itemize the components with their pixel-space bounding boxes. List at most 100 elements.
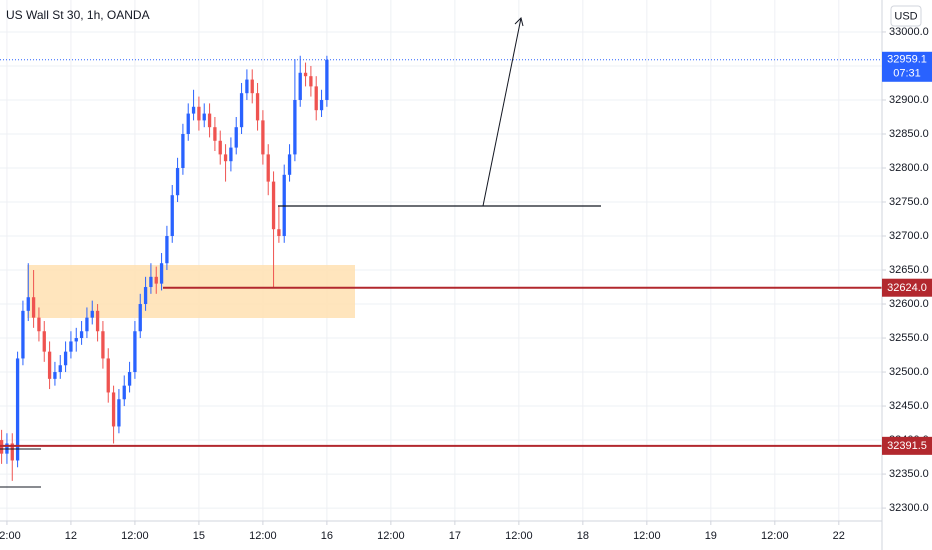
candle-body: [250, 79, 254, 94]
y-tick-label: 32300.0: [889, 502, 929, 514]
candle-body: [21, 310, 25, 359]
candle-body: [175, 167, 180, 196]
candle-body: [303, 72, 308, 77]
drawn-arrow: [482, 17, 522, 207]
x-tick-label: 12:00: [121, 530, 149, 542]
candle-body: [245, 79, 249, 94]
candle-body: [143, 287, 148, 305]
candle-body: [186, 113, 190, 134]
y-tick-label: 32700.0: [889, 230, 929, 242]
candle-body: [191, 106, 196, 114]
countdown: 07:31: [893, 68, 921, 80]
candle-body: [15, 358, 20, 461]
candle-body: [165, 236, 169, 264]
candle-body: [234, 127, 238, 148]
y-tick-label: 32500.0: [889, 366, 929, 378]
x-tick-label: 18: [577, 530, 589, 542]
candle-body: [181, 133, 185, 168]
candle-body: [213, 127, 217, 141]
candle-body: [79, 331, 84, 339]
candle-body: [266, 154, 270, 182]
candle-body: [293, 99, 297, 155]
zone-rectangle: [27, 265, 355, 318]
candle-body: [271, 181, 276, 230]
y-tick-label: 33000.0: [889, 26, 929, 38]
y-tick-label: 32900.0: [889, 94, 929, 106]
candle-body: [218, 140, 222, 155]
y-tick-label: 32450.0: [889, 400, 929, 412]
candle-body: [170, 195, 174, 237]
candle-body: [37, 317, 41, 332]
candle-body: [239, 93, 244, 128]
level-label-box: [882, 278, 932, 297]
candle-body: [138, 304, 142, 332]
x-tick-label: 12:00: [377, 530, 405, 542]
y-tick-label: 32850.0: [889, 128, 929, 140]
x-tick-label: 12:00: [505, 530, 533, 542]
candle-body: [111, 392, 116, 427]
level-label: 32624.0: [887, 282, 927, 294]
overlay: [0, 59, 882, 447]
candle-body: [309, 76, 313, 87]
x-tick-label: 19: [705, 530, 717, 542]
y-tick-label: 32750.0: [889, 196, 929, 208]
candle-body: [74, 338, 78, 342]
candle-body: [58, 365, 62, 373]
y-tick-label: 32550.0: [889, 332, 929, 344]
candle-body: [63, 351, 68, 366]
candle-body: [117, 399, 121, 427]
candle-body: [319, 99, 324, 111]
x-tick-label: 15: [193, 530, 205, 542]
candles: [0, 55, 329, 481]
x-tick-label: 16: [321, 530, 333, 542]
y-tick-label: 32800.0: [889, 162, 929, 174]
candle-body: [0, 440, 4, 454]
candle-body: [133, 331, 137, 373]
candle-body: [26, 297, 30, 311]
x-tick-label: 12: [65, 530, 77, 542]
candle-body: [223, 154, 228, 162]
x-tick-label: 12:00: [249, 530, 277, 542]
currency: USD: [894, 10, 917, 22]
candle-body: [106, 358, 110, 393]
candle-body: [10, 443, 14, 461]
candle-body: [202, 113, 206, 121]
candle-body: [298, 72, 302, 100]
x-tick-label: 12:00: [761, 530, 789, 542]
x-tick-label: 22: [833, 530, 845, 542]
candle-body: [314, 86, 318, 111]
candle-body: [42, 331, 46, 352]
x-tick-label: 12:00: [0, 530, 21, 542]
candle-body: [31, 297, 36, 318]
arrow-head: [514, 17, 524, 27]
candle-body: [149, 276, 153, 288]
level-label: 32391.5: [887, 440, 927, 452]
y-tick-label: 32600.0: [889, 298, 929, 310]
axes: 32300.032350.032400.032450.032500.032550…: [0, 26, 932, 542]
candle-body: [325, 59, 329, 100]
candle-body: [159, 263, 164, 284]
candle-body: [85, 317, 89, 332]
chart-title: US Wall St 30, 1h, OANDA: [6, 8, 150, 22]
x-tick-label: 12:00: [633, 530, 661, 542]
currency-box[interactable]: [890, 5, 922, 27]
candle-body: [90, 310, 94, 318]
last-price-label: 32959.1: [887, 54, 927, 66]
candle-body: [95, 310, 100, 332]
candle-body: [261, 120, 265, 155]
candle-body: [229, 147, 233, 162]
candle-body: [207, 113, 212, 128]
candle-body: [255, 93, 260, 121]
candle-body: [53, 372, 57, 379]
level-label-box: [882, 436, 932, 455]
y-tick-label: 32350.0: [889, 468, 929, 480]
candle-body: [47, 351, 52, 379]
candle-body: [101, 331, 105, 359]
candle-body: [287, 154, 292, 175]
candle-body: [122, 385, 126, 400]
candle-body: [277, 229, 281, 237]
candle-body: [69, 341, 73, 352]
last-price-box: [882, 51, 932, 82]
candle-body: [127, 372, 132, 386]
